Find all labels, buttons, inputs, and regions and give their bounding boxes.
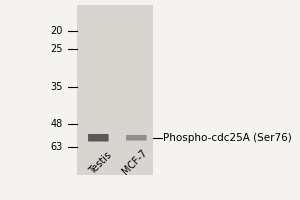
Text: Phospho-cdc25A (Ser76): Phospho-cdc25A (Ser76) xyxy=(163,133,292,143)
FancyBboxPatch shape xyxy=(88,134,109,142)
Text: 20: 20 xyxy=(50,26,63,36)
FancyBboxPatch shape xyxy=(126,135,147,141)
Bar xyxy=(77,5,153,175)
Text: 63: 63 xyxy=(51,142,63,152)
Text: MCF-7: MCF-7 xyxy=(120,148,149,176)
Text: Testis: Testis xyxy=(87,150,114,176)
Text: 35: 35 xyxy=(50,82,63,92)
Text: 48: 48 xyxy=(51,119,63,129)
Text: 25: 25 xyxy=(50,44,63,54)
